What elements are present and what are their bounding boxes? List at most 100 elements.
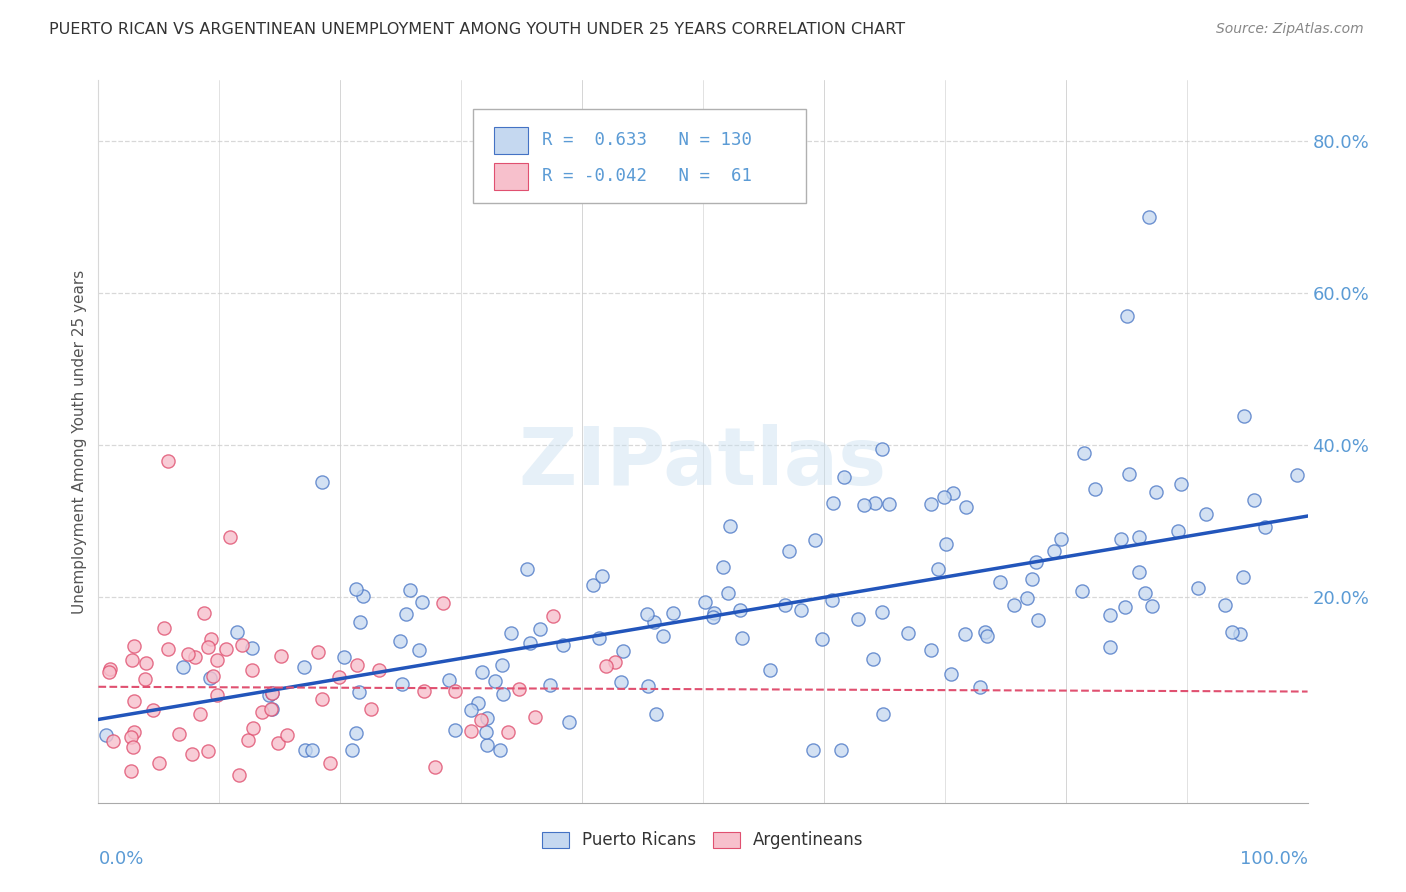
- Point: [969, 680, 991, 694]
- Point: [803, 742, 825, 756]
- Point: [935, 537, 957, 551]
- Point: [1170, 477, 1192, 491]
- Point: [432, 596, 454, 610]
- Point: [97, 665, 120, 679]
- Point: [333, 650, 356, 665]
- Point: [120, 764, 142, 779]
- Point: [270, 648, 292, 663]
- Point: [862, 651, 884, 665]
- Point: [1021, 573, 1043, 587]
- Point: [122, 740, 145, 755]
- Point: [1133, 585, 1156, 599]
- Point: [1073, 446, 1095, 460]
- Point: [1187, 581, 1209, 595]
- Point: [1025, 555, 1047, 569]
- Point: [98, 663, 121, 677]
- Point: [342, 742, 364, 756]
- Point: [695, 594, 717, 608]
- Point: [953, 627, 976, 641]
- Point: [1137, 210, 1160, 224]
- Point: [471, 665, 494, 679]
- Point: [927, 562, 949, 576]
- Point: [976, 629, 998, 643]
- Point: [1144, 485, 1167, 500]
- Y-axis label: Unemployment Among Youth under 25 years: Unemployment Among Youth under 25 years: [72, 269, 87, 614]
- Point: [225, 625, 247, 640]
- Point: [595, 658, 617, 673]
- Point: [728, 603, 751, 617]
- Point: [231, 639, 253, 653]
- Point: [167, 727, 190, 741]
- Point: [846, 612, 869, 626]
- Point: [307, 644, 329, 658]
- Point: [1128, 565, 1150, 579]
- Point: [942, 486, 965, 500]
- Point: [1285, 467, 1308, 482]
- Point: [1167, 524, 1189, 538]
- Point: [1015, 591, 1038, 606]
- Legend: Puerto Ricans, Argentineans: Puerto Ricans, Argentineans: [536, 824, 870, 856]
- Point: [172, 659, 194, 673]
- Point: [551, 638, 574, 652]
- Point: [1128, 530, 1150, 544]
- Point: [135, 656, 157, 670]
- Point: [122, 694, 145, 708]
- Point: [301, 742, 323, 756]
- Point: [821, 593, 844, 607]
- Point: [643, 615, 665, 629]
- Point: [460, 723, 482, 738]
- Point: [499, 625, 522, 640]
- Point: [201, 669, 224, 683]
- Point: [637, 679, 659, 693]
- Point: [516, 562, 538, 576]
- Point: [238, 733, 260, 747]
- Point: [242, 640, 264, 655]
- Text: 0.0%: 0.0%: [98, 850, 143, 868]
- Point: [711, 560, 734, 574]
- Point: [853, 498, 876, 512]
- Point: [242, 721, 264, 735]
- Point: [205, 688, 228, 702]
- Point: [731, 631, 754, 645]
- Point: [717, 586, 740, 600]
- Point: [1114, 600, 1136, 615]
- Point: [920, 643, 942, 657]
- Point: [920, 497, 942, 511]
- Point: [489, 742, 512, 756]
- Point: [1099, 640, 1122, 654]
- Point: [190, 706, 212, 721]
- Point: [346, 658, 368, 673]
- Point: [352, 589, 374, 603]
- Text: R = -0.042   N =  61: R = -0.042 N = 61: [543, 168, 752, 186]
- Point: [879, 497, 901, 511]
- Point: [1222, 625, 1244, 640]
- Point: [439, 673, 461, 688]
- Point: [156, 453, 179, 467]
- Point: [398, 583, 420, 598]
- Point: [1232, 570, 1254, 584]
- Point: [262, 686, 284, 700]
- Point: [492, 688, 515, 702]
- Point: [582, 577, 605, 591]
- Point: [198, 671, 221, 685]
- Point: [460, 702, 482, 716]
- Point: [294, 742, 316, 756]
- Point: [311, 691, 333, 706]
- Point: [408, 642, 430, 657]
- Text: PUERTO RICAN VS ARGENTINEAN UNEMPLOYMENT AMONG YOUTH UNDER 25 YEARS CORRELATION : PUERTO RICAN VS ARGENTINEAN UNEMPLOYMENT…: [49, 22, 905, 37]
- Point: [558, 714, 581, 729]
- Point: [1049, 532, 1071, 546]
- Point: [328, 670, 350, 684]
- Point: [1140, 599, 1163, 614]
- Point: [349, 615, 371, 629]
- Point: [603, 655, 626, 669]
- Point: [215, 642, 238, 657]
- Point: [197, 744, 219, 758]
- Text: ZIPatlas: ZIPatlas: [519, 425, 887, 502]
- Point: [475, 738, 498, 752]
- Point: [524, 710, 547, 724]
- Point: [475, 725, 498, 739]
- Point: [311, 475, 333, 490]
- Point: [1229, 626, 1251, 640]
- Point: [778, 544, 800, 558]
